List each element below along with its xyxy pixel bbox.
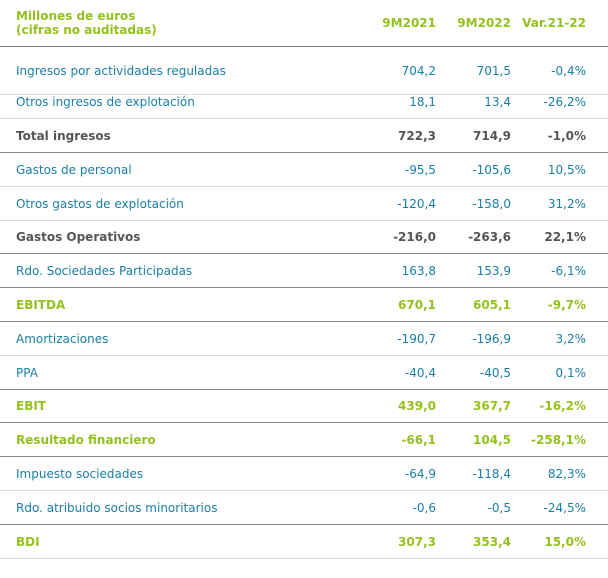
value-9m2021: 18,1	[409, 95, 436, 109]
value-9m2022: 104,5	[473, 433, 511, 447]
value-9m2022: -158,0	[472, 197, 511, 211]
value-9m2022: 605,1	[473, 298, 511, 312]
value-9m2021: -0,6	[412, 501, 436, 515]
value-9m2022: -40,5	[479, 366, 511, 380]
value-variation: -0,4%	[551, 64, 586, 78]
value-9m2021: -216,0	[393, 230, 436, 244]
value-9m2022: 701,5	[476, 64, 511, 78]
value-variation: -9,7%	[547, 298, 586, 312]
value-9m2022: -118,4	[472, 467, 511, 481]
row-label: Total ingresos	[16, 129, 111, 143]
table-row: BDI 307,3 353,4 15,0%	[0, 525, 608, 559]
value-9m2021: -66,1	[401, 433, 436, 447]
value-9m2021: 722,3	[398, 129, 436, 143]
row-label: EBITDA	[16, 298, 66, 312]
row-label: Amortizaciones	[16, 332, 109, 346]
row-label: Ingresos por actividades reguladas	[16, 64, 226, 78]
table-row: Otros ingresos de explotación 18,1 13,4 -26…	[0, 85, 608, 119]
row-label: Resultado financiero	[16, 433, 156, 447]
value-9m2021: -40,4	[404, 366, 436, 380]
column-header-9m2022: 9M2022	[457, 16, 511, 30]
column-header-9m2021: 9M2021	[382, 16, 436, 30]
value-9m2022: 153,9	[476, 264, 511, 278]
table-row: Ingresos por actividades reguladas 704,2 7…	[0, 47, 608, 95]
table-row: EBIT 439,0 367,7 -16,2%	[0, 389, 608, 423]
value-variation: 10,5%	[547, 163, 586, 177]
table-row: PPA -40,4 -40,5 0,1%	[0, 356, 608, 390]
value-variation: -258,1%	[531, 433, 586, 447]
value-variation: -1,0%	[547, 129, 586, 143]
value-variation: 15,0%	[544, 535, 586, 549]
value-variation: 82,3%	[547, 467, 586, 481]
value-variation: 0,1%	[555, 366, 587, 380]
value-9m2021: -190,7	[397, 332, 436, 346]
value-variation: -26,2%	[543, 95, 586, 109]
value-9m2022: -196,9	[472, 332, 511, 346]
table-row: Rdo. Sociedades Participadas 163,8 153,9 -6…	[0, 254, 608, 288]
table-row: Impuesto sociedades -64,9 -118,4 82,3%	[0, 457, 608, 491]
row-label: Gastos de personal	[16, 163, 132, 177]
title-line-1: Millones de euros	[16, 9, 136, 23]
table-row: Resultado financiero -66,1 104,5 -258,1%	[0, 423, 608, 457]
value-9m2022: 367,7	[473, 399, 511, 413]
value-variation: -6,1%	[551, 264, 586, 278]
table-row: Otros gastos de explotación -120,4 -158,0 3…	[0, 187, 608, 221]
row-label: Gastos Operativos	[16, 230, 141, 244]
row-label: Impuesto sociedades	[16, 467, 144, 481]
value-9m2021: 704,2	[401, 64, 436, 78]
table-row: Total ingresos 722,3 714,9 -1,0%	[0, 119, 608, 153]
row-label: Otros gastos de explotación	[16, 197, 184, 211]
value-9m2021: -120,4	[397, 197, 436, 211]
table-header: Millones de euros (cifras no auditadas) …	[0, 0, 608, 47]
value-9m2022: -0,5	[487, 501, 511, 515]
value-9m2022: -105,6	[472, 163, 511, 177]
row-label: Rdo. Sociedades Participadas	[16, 264, 193, 278]
table-row: Amortizaciones -190,7 -196,9 3,2%	[0, 322, 608, 356]
value-9m2021: 307,3	[398, 535, 436, 549]
value-9m2021: 163,8	[401, 264, 436, 278]
table-row: EBITDA 670,1 605,1 -9,7%	[0, 288, 608, 322]
value-9m2021: -95,5	[404, 163, 436, 177]
value-9m2022: 353,4	[473, 535, 511, 549]
row-label: PPA	[16, 366, 38, 380]
value-variation: 22,1%	[544, 230, 586, 244]
column-header-variation: Var.21-22	[522, 16, 586, 30]
row-label: Rdo. atribuido socios minoritarios	[16, 501, 218, 515]
title-line-2: (cifras no auditadas)	[16, 23, 157, 37]
table-row: Gastos de personal -95,5 -105,6 10,5%	[0, 153, 608, 187]
value-9m2022: 13,4	[484, 95, 511, 109]
value-9m2021: -64,9	[404, 467, 436, 481]
table-row: Rdo. atribuido socios minoritarios -0,6 -0…	[0, 491, 608, 525]
row-label: EBIT	[16, 399, 46, 413]
value-variation: 3,2%	[555, 332, 587, 346]
row-label: Otros ingresos de explotación	[16, 95, 195, 109]
table-title: Millones de euros (cifras no auditadas)	[16, 9, 157, 37]
value-9m2022: -263,6	[468, 230, 511, 244]
value-9m2021: 439,0	[398, 399, 436, 413]
value-9m2021: 670,1	[398, 298, 436, 312]
value-9m2022: 714,9	[473, 129, 511, 143]
row-label: BDI	[16, 535, 40, 549]
value-variation: -16,2%	[539, 399, 586, 413]
value-variation: 31,2%	[547, 197, 586, 211]
value-variation: -24,5%	[543, 501, 586, 515]
table-row: Gastos Operativos -216,0 -263,6 22,1%	[0, 220, 608, 254]
